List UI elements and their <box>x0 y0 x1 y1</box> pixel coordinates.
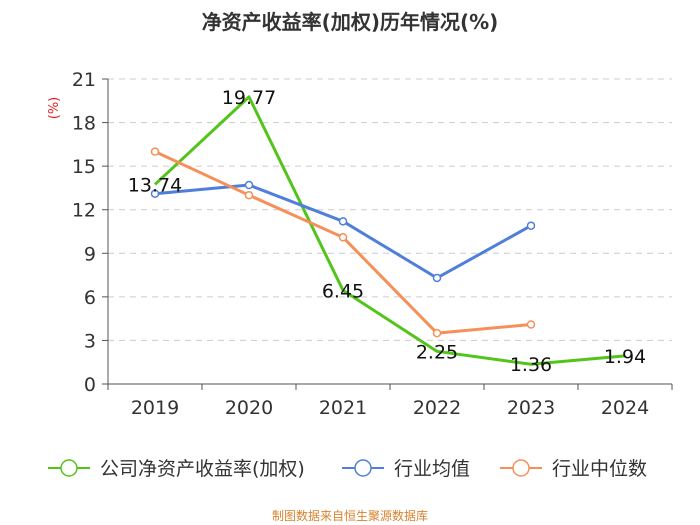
data-source-footer: 制图数据来自恒生聚源数据库 <box>271 509 428 523</box>
legend-swatch-marker <box>354 459 372 477</box>
data-label: 6.45 <box>322 280 364 302</box>
y-tick-label: 21 <box>72 69 96 91</box>
data-label: 13.74 <box>128 174 182 196</box>
legend-swatch-marker <box>512 459 530 477</box>
data-label: 19.77 <box>222 87 276 109</box>
data-point-industry_median <box>432 328 442 338</box>
y-unit-label: (%) <box>47 97 62 120</box>
y-tick-label: 12 <box>72 200 96 222</box>
data-point-industry_median <box>244 190 254 200</box>
series-line-industry_median <box>154 150 532 335</box>
data-point-industry_avg <box>338 217 348 226</box>
data-point-industry_avg <box>244 180 254 190</box>
x-tick-label: 2019 <box>131 397 179 419</box>
data-label: 2.25 <box>416 341 458 363</box>
data-point-industry_avg <box>150 189 160 198</box>
data-point-industry_median <box>150 147 160 156</box>
data-point-industry_avg <box>432 273 442 283</box>
series-line-industry_avg <box>154 183 532 280</box>
chart-title: 净资产收益率(加权)历年情况(%) <box>201 10 499 34</box>
data-point-industry_avg <box>526 221 536 230</box>
x-tick-label: 2024 <box>601 397 649 419</box>
legend-label: 行业中位数 <box>552 458 647 480</box>
x-tick-label: 2021 <box>319 397 367 419</box>
data-point-industry_median <box>526 320 536 329</box>
y-tick-label: 9 <box>84 243 96 265</box>
y-tick-label: 3 <box>84 330 96 352</box>
y-tick-label: 0 <box>84 374 96 396</box>
y-tick-label: 6 <box>84 287 96 309</box>
y-tick-label: 15 <box>72 156 96 178</box>
legend-swatch-marker <box>60 459 78 477</box>
x-tick-label: 2022 <box>413 397 461 419</box>
data-label: 1.94 <box>604 346 646 368</box>
legend-label: 公司净资产收益率(加权) <box>100 458 305 480</box>
series-line-company <box>153 95 626 366</box>
x-tick-label: 2020 <box>225 397 273 419</box>
legend-label: 行业均值 <box>394 458 470 480</box>
x-tick-label: 2023 <box>507 397 555 419</box>
data-point-industry_median <box>338 233 348 242</box>
data-label: 1.36 <box>510 354 552 376</box>
y-tick-label: 18 <box>72 113 96 135</box>
